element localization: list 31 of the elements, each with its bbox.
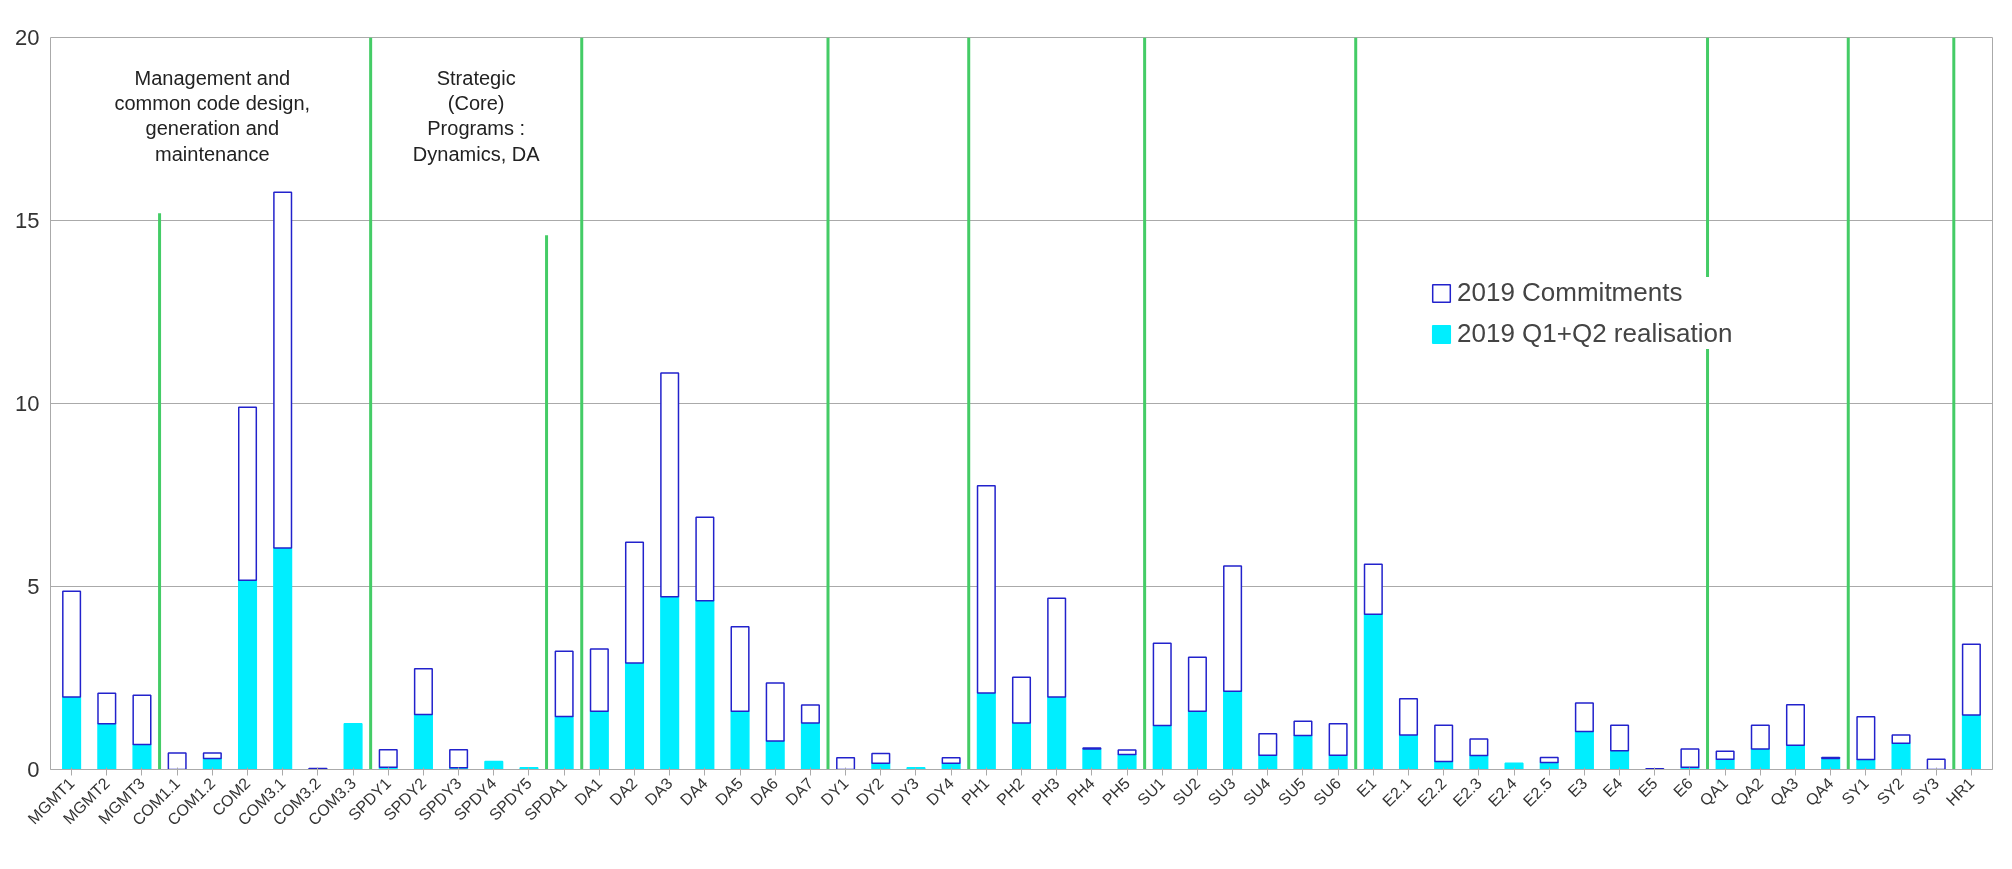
- x-tick-label: QA4: [1802, 774, 1837, 810]
- legend-label: 2019 Commitments: [1457, 277, 1683, 308]
- x-tick-label: SU3: [1204, 774, 1239, 809]
- x-tick-label: SU4: [1239, 774, 1274, 809]
- annotation: Strategic (Core) Programs : Dynamics, DA: [412, 66, 541, 165]
- x-tick-label: SY3: [1908, 774, 1943, 808]
- x-tick-label: DY1: [817, 774, 852, 809]
- x-tick-label: SY2: [1873, 774, 1908, 808]
- x-tick-label: PH1: [958, 774, 993, 809]
- x-tick-label: SY1: [1838, 774, 1872, 808]
- y-tick-label: 5: [27, 574, 40, 599]
- x-tick-label: E3: [1564, 774, 1591, 801]
- x-tick-label: SU6: [1310, 774, 1345, 809]
- x-tick-label: E1: [1353, 774, 1380, 801]
- x-tick-label: E5: [1634, 774, 1661, 801]
- x-tick-label: E4: [1599, 774, 1626, 801]
- x-tick-label: E6: [1670, 774, 1697, 801]
- x-tick-label: SU1: [1134, 774, 1169, 809]
- y-tick-label: 20: [15, 25, 40, 50]
- x-tick-label: QA2: [1731, 774, 1767, 810]
- y-tick-label: 10: [15, 391, 40, 416]
- x-tick-label: QA3: [1766, 774, 1802, 810]
- y-tick-label: 15: [15, 208, 40, 233]
- x-tick-label: SU2: [1169, 774, 1204, 809]
- y-tick-label: 0: [27, 757, 40, 782]
- x-tick-label: QA1: [1696, 774, 1732, 810]
- legend-label: 2019 Q1+Q2 realisation: [1457, 318, 1733, 349]
- x-tick-label: DA1: [571, 774, 606, 809]
- x-tick-label: SU5: [1274, 774, 1310, 809]
- x-tick-label: HR1: [1942, 774, 1978, 810]
- annotation: Management and common code design, generation and maintenance: [114, 66, 311, 165]
